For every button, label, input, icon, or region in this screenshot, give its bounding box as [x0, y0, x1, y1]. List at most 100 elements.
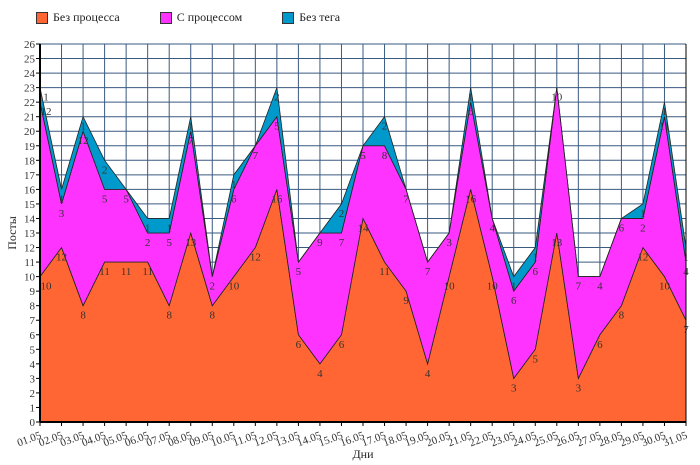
data-label: 8: [210, 310, 216, 322]
y-tick-label: 8: [30, 301, 36, 313]
data-label: 10: [41, 281, 53, 293]
data-label: 1: [533, 252, 539, 264]
data-label: 1: [43, 92, 49, 104]
data-label: 2: [102, 164, 108, 176]
data-label: 7: [576, 281, 582, 293]
y-tick-label: 21: [24, 112, 35, 124]
data-label: 4: [597, 281, 603, 293]
y-tick-label: 11: [24, 257, 35, 269]
data-label: 1: [188, 121, 194, 133]
data-label: 1: [662, 106, 668, 118]
data-label: 6: [339, 339, 345, 351]
y-tick-label: 16: [24, 184, 36, 196]
data-label: 12: [78, 135, 89, 147]
data-label: 5: [166, 237, 172, 249]
data-label: 6: [619, 222, 625, 234]
data-label: 1: [145, 222, 151, 234]
y-tick-label: 15: [24, 199, 36, 211]
y-tick-label: 7: [30, 315, 36, 327]
data-label: 6: [468, 106, 474, 118]
data-label: 5: [533, 353, 539, 365]
y-tick-label: 10: [24, 272, 36, 284]
legend-item: С процессом: [159, 10, 243, 25]
y-axis-title: Посты: [5, 216, 19, 250]
data-label: 1: [511, 281, 517, 293]
legend-swatch: [282, 11, 295, 24]
y-tick-label: 13: [24, 228, 36, 240]
data-label: 16: [271, 193, 283, 205]
data-label: 4: [317, 368, 323, 380]
data-label: 7: [188, 135, 194, 147]
legend-label: С процессом: [176, 10, 243, 24]
data-label: 7: [425, 266, 431, 278]
data-label: 1: [468, 92, 474, 104]
y-tick-label: 12: [24, 243, 35, 255]
data-label: 2: [145, 237, 151, 249]
y-tick-label: 4: [30, 359, 36, 371]
data-label: 12: [56, 252, 67, 264]
data-label: 2: [640, 222, 646, 234]
y-tick-label: 3: [30, 373, 36, 385]
data-label: 5: [123, 193, 129, 205]
y-tick-label: 22: [24, 97, 35, 109]
data-label: 16: [465, 193, 477, 205]
y-tick-label: 26: [24, 39, 36, 51]
data-label: 2: [339, 208, 345, 220]
x-tick-label: 31.05: [662, 429, 690, 449]
y-tick-label: 24: [24, 68, 36, 80]
data-label: 10: [487, 281, 499, 293]
data-label: 7: [403, 193, 409, 205]
data-label: 6: [511, 295, 517, 307]
data-label: 14: [358, 222, 370, 234]
data-label: 5: [360, 150, 366, 162]
y-tick-label: 19: [24, 141, 36, 153]
y-tick-label: 20: [24, 126, 36, 138]
data-label: 8: [619, 310, 625, 322]
data-label: 6: [296, 339, 302, 351]
data-label: 1: [231, 179, 237, 191]
data-label: 9: [403, 295, 409, 307]
legend-item: Без процесса: [36, 10, 120, 25]
y-tick-label: 17: [24, 170, 36, 182]
data-label: 3: [511, 382, 517, 394]
data-label: 6: [533, 266, 539, 278]
data-label: 10: [551, 92, 563, 104]
data-label: 10: [659, 281, 671, 293]
data-label: 11: [659, 121, 670, 133]
data-label: 2: [382, 121, 388, 133]
data-label: 5: [296, 266, 302, 278]
y-tick-label: 2: [30, 388, 36, 400]
data-label: 6: [231, 193, 237, 205]
y-tick-label: 6: [30, 330, 36, 342]
data-label: 11: [99, 266, 110, 278]
legend: Без процесса С процессом Без тега: [36, 10, 340, 25]
data-label: 9: [317, 237, 323, 249]
data-label: 11: [142, 266, 153, 278]
legend-label: Без тега: [299, 10, 341, 24]
data-label: 10: [228, 281, 240, 293]
data-label: 1: [166, 222, 172, 234]
data-label: 8: [80, 310, 86, 322]
data-label: 6: [597, 339, 603, 351]
data-label: 13: [185, 237, 197, 249]
data-label: 12: [41, 106, 52, 118]
data-label: 5: [102, 193, 108, 205]
data-label: 1: [59, 193, 65, 205]
data-label: 1: [80, 121, 86, 133]
data-label: 4: [425, 368, 431, 380]
y-tick-label: 1: [30, 402, 36, 414]
legend-label: Без процесса: [53, 10, 120, 24]
data-label: 10: [444, 281, 456, 293]
data-label: 8: [382, 150, 388, 162]
data-label: 12: [637, 252, 648, 264]
data-label: 4: [489, 222, 495, 234]
y-tick-label: 25: [24, 54, 36, 66]
legend-swatch: [159, 11, 172, 24]
x-axis-title: Дни: [352, 447, 374, 461]
legend-item: Без тега: [282, 10, 340, 25]
y-tick-label: 18: [24, 155, 36, 167]
data-label: 3: [576, 382, 582, 394]
data-label: 12: [250, 252, 261, 264]
